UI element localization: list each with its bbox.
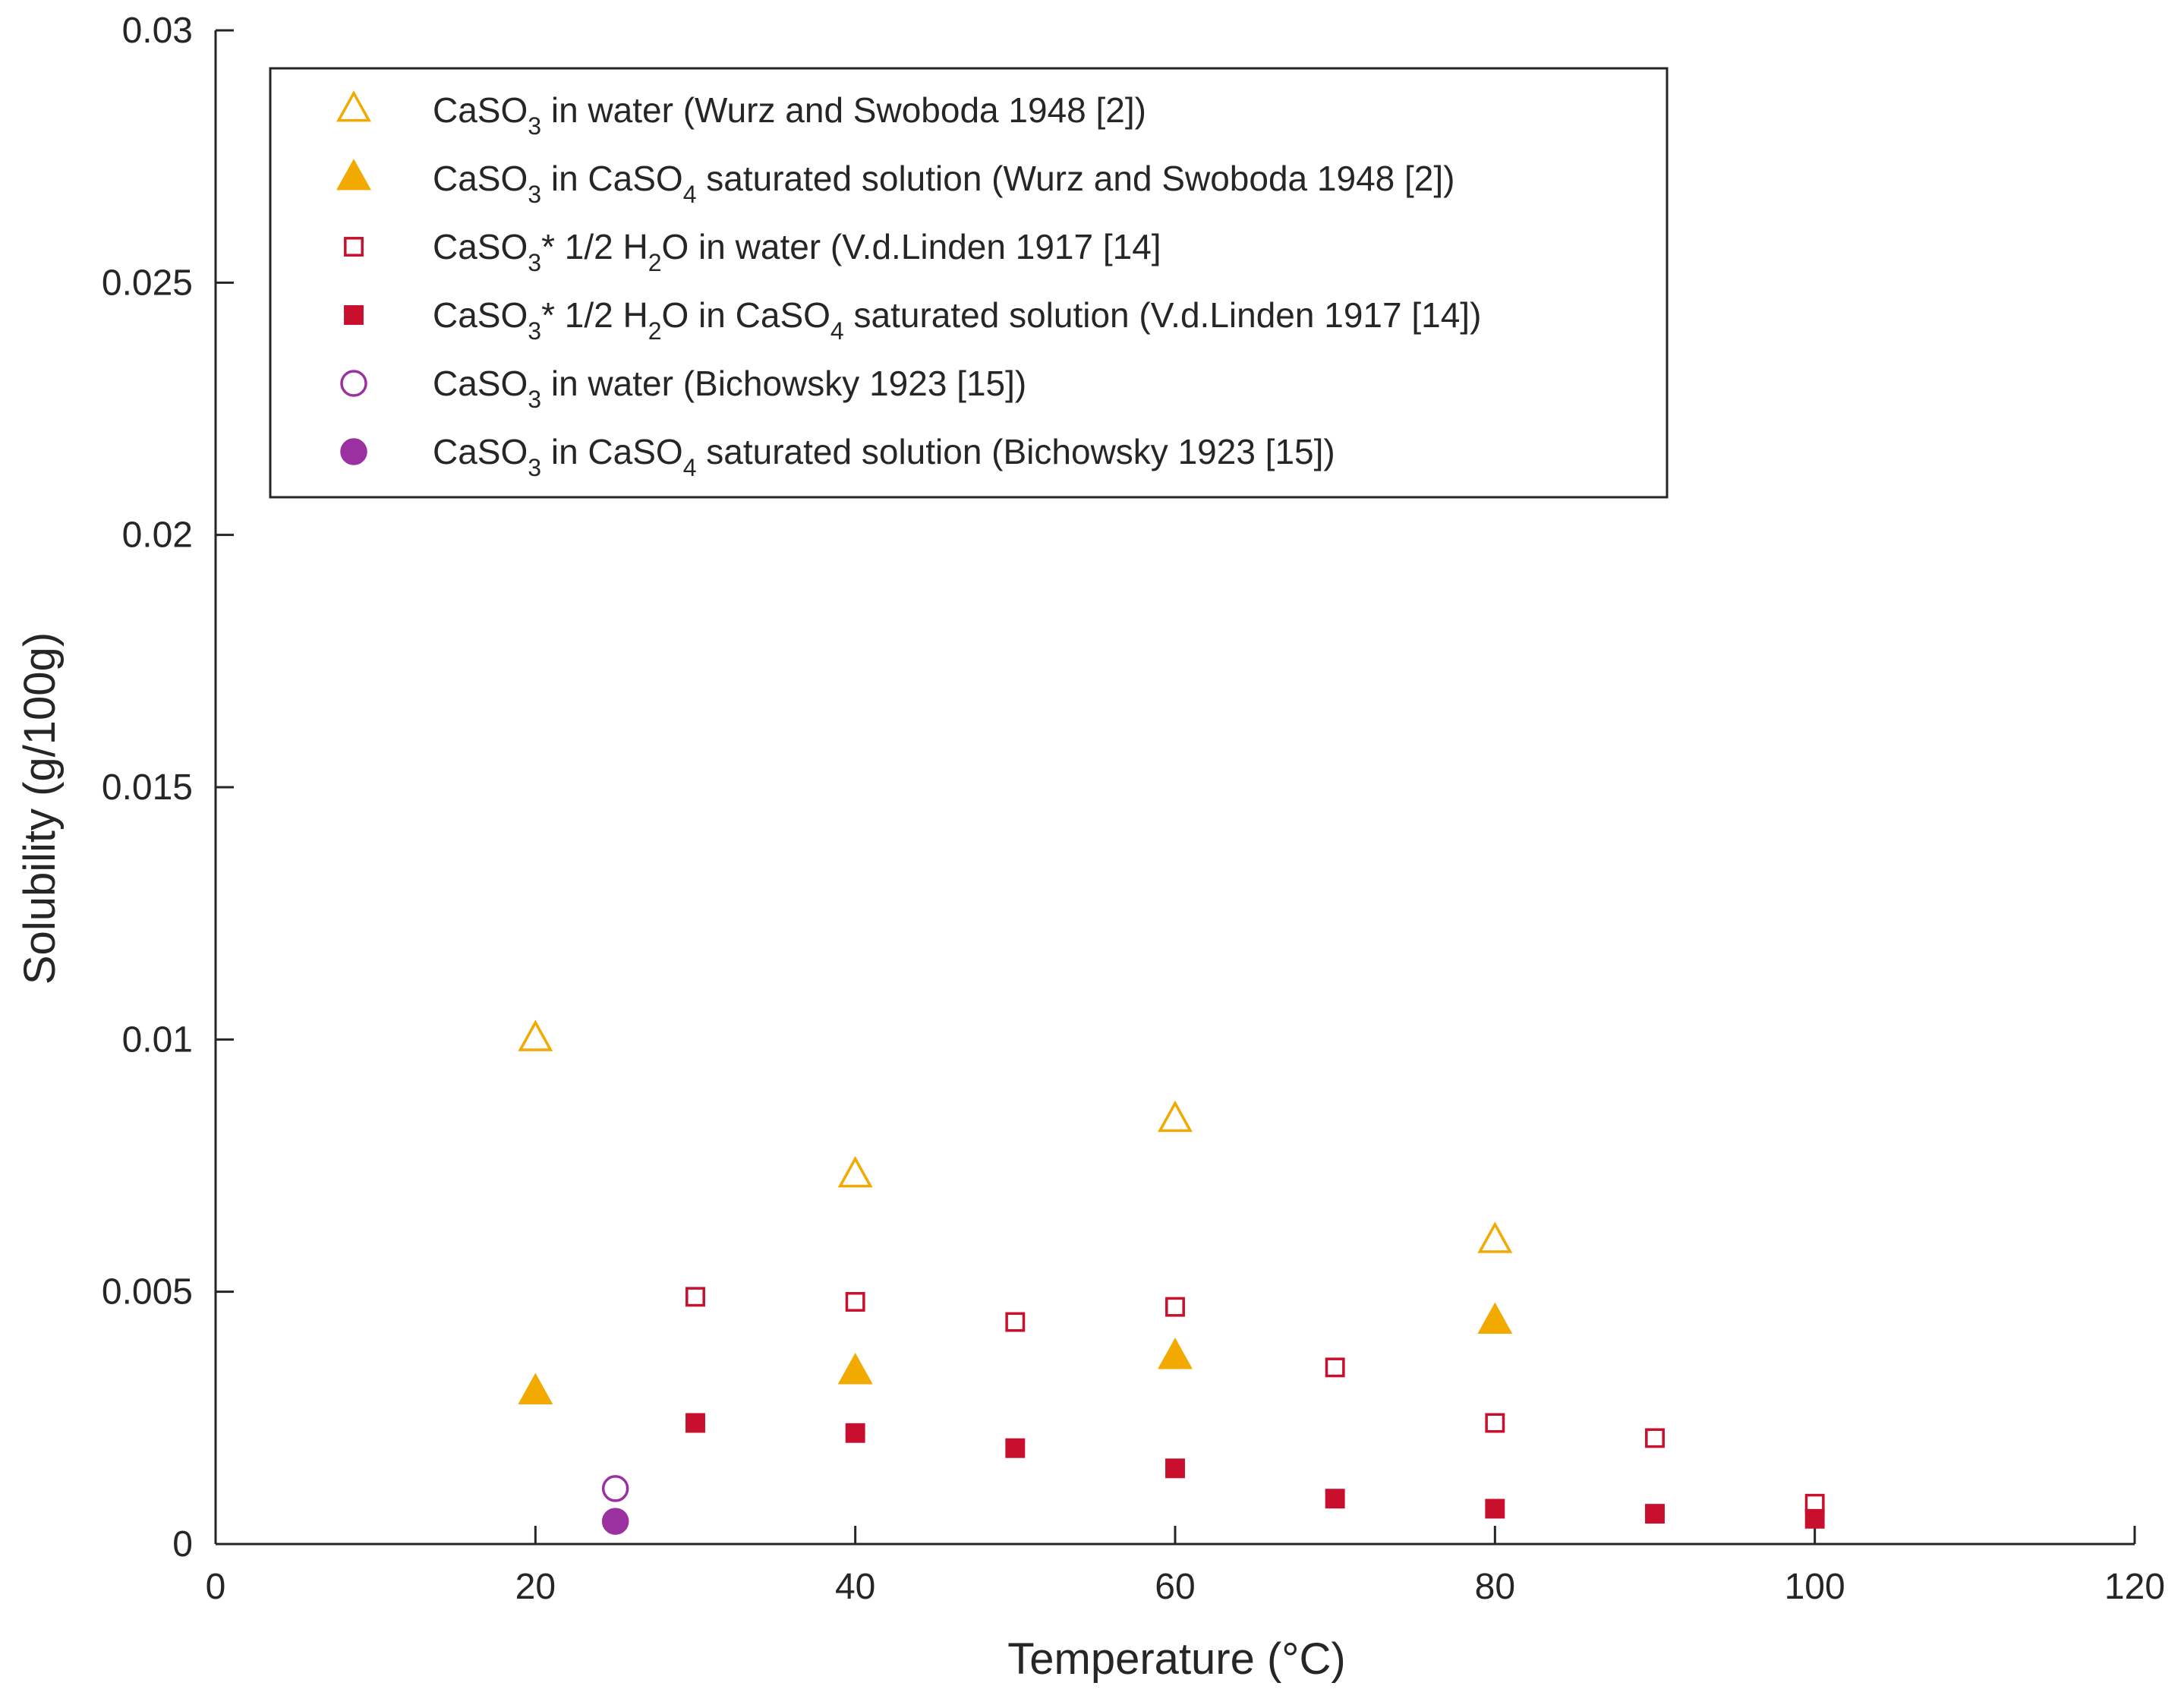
- x-axis-label: Temperature (°C): [1007, 1634, 1345, 1684]
- data-point-square-open: [1485, 1413, 1505, 1433]
- x-tick-label: 60: [1155, 1567, 1195, 1607]
- legend-entry: CaSO3 in water (Wurz and Swoboda 1948 [2…: [433, 90, 1146, 140]
- legend-box: [269, 67, 1669, 499]
- data-point-square-filled: [685, 1413, 705, 1433]
- ticks: 0 20 40 60 80 100 120 0 0.005 0.01 0.015 0.02 0.025 0…: [102, 11, 2165, 1607]
- data-point-triangle-filled: [518, 1372, 553, 1405]
- y-tick-label: 0.03: [122, 11, 193, 51]
- data-point-square-open: [1165, 1297, 1185, 1317]
- y-tick-label: 0: [172, 1524, 193, 1565]
- data-point-square-filled: [1165, 1458, 1185, 1479]
- legend-marker-triangle-filled: [336, 159, 371, 191]
- y-tick-label: 0.01: [122, 1019, 193, 1060]
- data-point-square-filled: [1645, 1504, 1665, 1524]
- legend-marker-circle-open: [340, 370, 367, 397]
- data-point-triangle-open: [1477, 1221, 1513, 1253]
- data-point-square-filled: [1804, 1508, 1825, 1529]
- data-point-square-open: [1645, 1428, 1665, 1448]
- data-point-square-filled: [1485, 1498, 1505, 1519]
- legend-entry: CaSO3* 1/2 H2O in water (V.d.Linden 1917…: [433, 227, 1161, 276]
- y-tick-label: 0.02: [122, 515, 193, 556]
- data-point-square-open: [1325, 1357, 1345, 1378]
- legend-entry: CaSO3 in CaSO4 saturated solution (Wurz …: [433, 159, 1454, 208]
- y-tick-label: 0.005: [102, 1272, 193, 1313]
- y-tick-label: 0.015: [102, 767, 193, 808]
- y-axis-label: Solubility (g/100g): [15, 632, 65, 985]
- legend-marker-triangle-open: [336, 90, 371, 122]
- legend-entry: CaSO3* 1/2 H2O in CaSO4 saturated soluti…: [433, 295, 1481, 345]
- legend-marker-circle-filled: [340, 438, 367, 465]
- data-point-square-open: [1005, 1312, 1026, 1332]
- legend: CaSO3 in water (Wurz and Swoboda 1948 [2…: [269, 67, 1669, 499]
- legend-entry: CaSO3 in CaSO4 saturated solution (Bicho…: [433, 432, 1335, 481]
- x-tick-label: 100: [1785, 1567, 1845, 1607]
- data-point-triangle-filled: [1158, 1338, 1193, 1369]
- data-point-circle-filled: [601, 1508, 629, 1535]
- data-point-square-open: [845, 1292, 865, 1312]
- data-point-square-filled: [1325, 1489, 1345, 1509]
- data-point-square-filled: [845, 1423, 865, 1443]
- data-point-triangle-filled: [1477, 1302, 1513, 1334]
- x-tick-label: 20: [515, 1567, 556, 1607]
- data-point-square-open: [685, 1287, 705, 1307]
- data-point-circle-open: [601, 1475, 629, 1502]
- y-tick-label: 0.025: [102, 263, 193, 303]
- data-point-triangle-open: [837, 1155, 873, 1188]
- x-tick-label: 40: [835, 1567, 875, 1607]
- data-point-square-filled: [1005, 1438, 1026, 1458]
- legend-entry: CaSO3 in water (Bichowsky 1923 [15]): [433, 364, 1026, 413]
- x-tick-label: 80: [1475, 1567, 1515, 1607]
- data-point-triangle-filled: [837, 1353, 873, 1385]
- legend-marker-square-open: [344, 237, 364, 257]
- x-tick-label: 120: [2104, 1567, 2165, 1607]
- data-points: [518, 1019, 1825, 1535]
- data-point-triangle-open: [1158, 1100, 1193, 1133]
- legend-marker-square-filled: [344, 305, 364, 325]
- data-point-triangle-open: [518, 1019, 553, 1051]
- x-tick-label: 0: [206, 1567, 226, 1607]
